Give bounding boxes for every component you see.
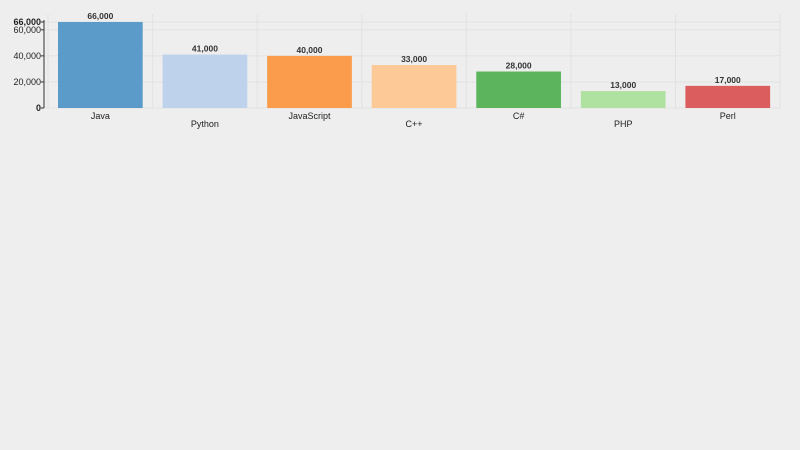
bar-c- <box>476 71 561 108</box>
data-label: 40,000 <box>296 45 322 55</box>
y-tick-label: 66,000 <box>13 17 41 27</box>
y-tick-label: 60,000 <box>13 25 41 35</box>
data-label: 33,000 <box>401 54 427 64</box>
category-label: Python <box>191 119 219 129</box>
category-label: C# <box>513 111 525 121</box>
data-label: 28,000 <box>506 61 532 71</box>
bar-python <box>162 54 248 108</box>
category-label: PHP <box>614 119 633 129</box>
data-label: 41,000 <box>192 44 218 54</box>
category-label: C++ <box>406 119 423 129</box>
category-label: Java <box>91 111 110 121</box>
bar-c- <box>371 65 457 108</box>
category-labels-group: Java Python JavaScript C++ C# PHP Perl <box>91 111 736 129</box>
bar-java <box>58 22 143 108</box>
y-tick-label: 40,000 <box>13 51 41 61</box>
category-label: JavaScript <box>288 111 331 121</box>
bar-javascript <box>267 55 352 108</box>
data-labels-group: 66,000 41,000 40,000 33,000 28,000 13,000 17,0… <box>87 11 741 90</box>
y-tick-label: 0 <box>36 103 41 113</box>
data-label: 13,000 <box>610 80 636 90</box>
y-tick-label: 20,000 <box>13 77 41 87</box>
data-label: 66,000 <box>87 11 113 21</box>
bar-php <box>580 91 666 108</box>
category-label: Perl <box>720 111 736 121</box>
data-label: 17,000 <box>715 75 741 85</box>
bars-group <box>58 22 771 108</box>
bar-perl <box>685 85 771 108</box>
